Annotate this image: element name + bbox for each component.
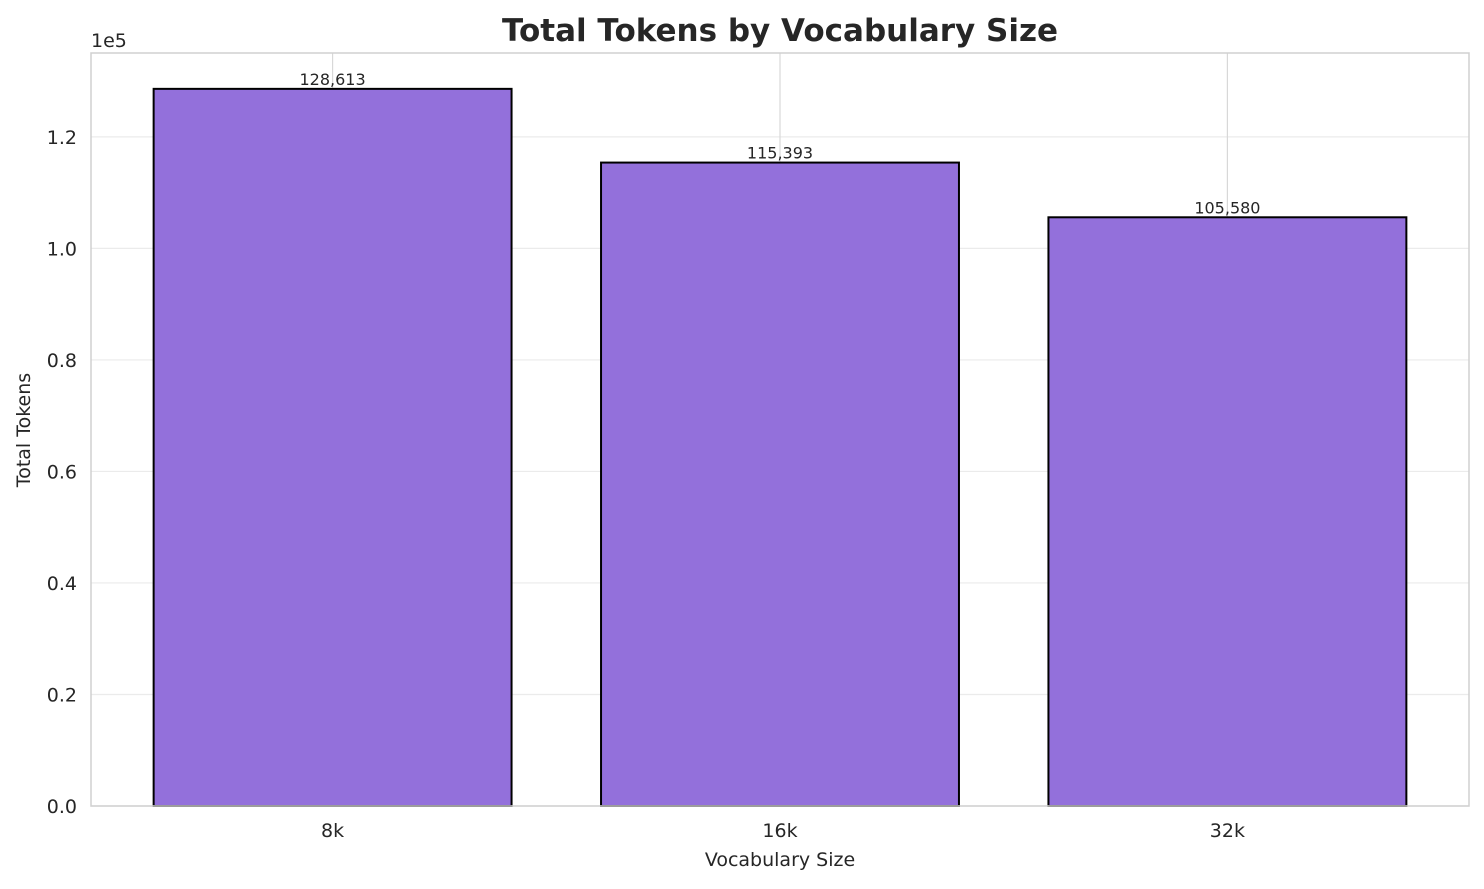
y-tick-label: 1.2: [47, 127, 77, 149]
x-axis-label: Vocabulary Size: [705, 849, 855, 871]
y-tick-label: 0.2: [47, 684, 77, 706]
bars: 128,613 115,393 105,580: [152, 70, 1408, 808]
y-offset-label: 1e5: [91, 30, 127, 52]
plot-frame: [90, 52, 1470, 807]
y-tick-label: 1.0: [47, 238, 77, 260]
y-tick-label: 0.0: [47, 796, 77, 818]
y-tick-label: 0.6: [47, 461, 77, 483]
bar-8k: [152, 87, 513, 807]
x-tick-label: 32k: [1210, 820, 1245, 842]
data-label-8k: 128,613: [300, 70, 366, 89]
chart-title: Total Tokens by Vocabulary Size: [502, 13, 1058, 49]
x-axis-ticks: 8k 16k 32k: [321, 820, 1245, 842]
y-tick-label: 0.4: [47, 573, 77, 595]
bar-16k: [600, 161, 960, 808]
y-axis-ticks: 0.0 0.2 0.4 0.6 0.8 1.0 1.2: [47, 127, 77, 818]
y-tick-label: 0.8: [47, 350, 77, 372]
y-axis-label: Total Tokens: [13, 373, 35, 488]
bar-32k: [1047, 216, 1408, 807]
x-tick-label: 8k: [321, 820, 344, 842]
data-label-32k: 105,580: [1194, 198, 1260, 217]
data-label-16k: 115,393: [747, 144, 813, 163]
x-tick-label: 16k: [762, 820, 797, 842]
